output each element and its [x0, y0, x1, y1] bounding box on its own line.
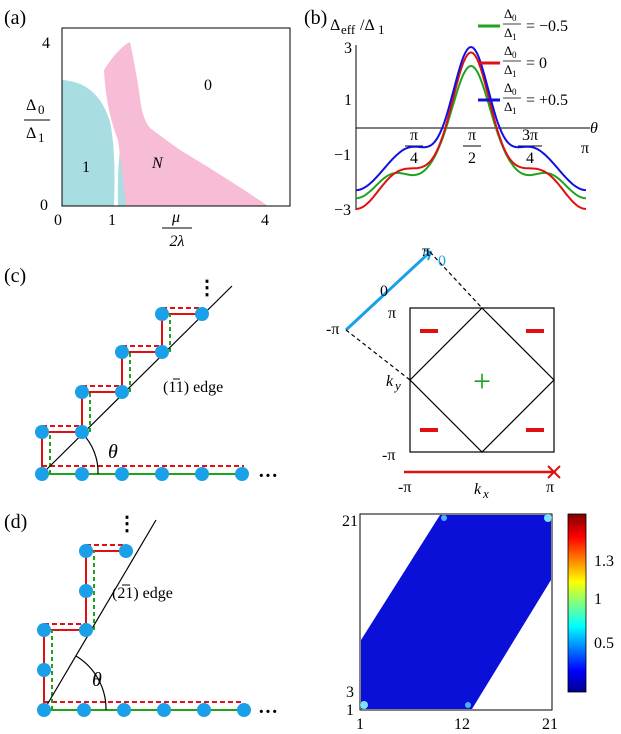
dots-c: ··· — [258, 465, 278, 487]
vdots-d: ⋮ — [117, 513, 137, 535]
svg-text:= −0.5: = −0.5 — [526, 18, 568, 35]
svg-text:4: 4 — [526, 150, 534, 167]
cbar-tick-13: 1.3 — [594, 553, 614, 570]
svg-text:μ: μ — [171, 209, 180, 226]
bz-zero-b: 0 — [380, 283, 388, 300]
heatmap-hot-tr — [544, 514, 552, 522]
a-ytick-4: 4 — [42, 35, 50, 52]
colorbar — [568, 514, 586, 692]
a-ytick-0: 0 — [40, 197, 48, 214]
panel-label-c: (c) — [4, 265, 26, 287]
svg-text:2: 2 — [468, 150, 476, 167]
region-label-N: N — [151, 155, 164, 172]
theta-c: θ — [108, 441, 118, 463]
region-label-1: 1 — [82, 159, 90, 176]
bz-minus-bl — [420, 428, 438, 432]
svg-text:= 0: = 0 — [526, 55, 547, 72]
svg-text:1: 1 — [512, 32, 517, 42]
bz-plus: + — [473, 363, 491, 399]
svg-text:1: 1 — [512, 69, 517, 79]
cbar-tick-05: 0.5 — [594, 635, 614, 652]
bz-pi-diag: π — [422, 243, 430, 260]
brillouin-zone: π 0 0 -π π k y -π -π k x π + — [326, 243, 560, 501]
svg-text:eff: eff — [341, 22, 356, 37]
bz-ky-neg-pi: -π — [382, 447, 395, 464]
bz-ky-label: k y — [386, 373, 401, 393]
svg-text:/Δ: /Δ — [360, 17, 375, 34]
b-ytick-m1: −1 — [334, 147, 351, 164]
heat-xtick-1: 1 — [356, 716, 364, 733]
a-ylabel: Δ 0 Δ 1 — [24, 97, 50, 145]
svg-text:3π: 3π — [522, 127, 538, 144]
bz-minus-tr — [526, 329, 544, 333]
b-xlabel: θ — [590, 120, 598, 137]
a-xtick-0: 0 — [54, 212, 62, 229]
svg-text:π: π — [468, 127, 476, 144]
lattice-d: θ (21) edge ··· ⋮ — [37, 513, 278, 723]
panel-label-b: (b) — [304, 7, 327, 29]
edge-label-d: (21) edge — [112, 585, 173, 602]
svg-text:1: 1 — [378, 22, 385, 37]
svg-text:2λ: 2λ — [170, 233, 185, 250]
svg-text:0: 0 — [512, 87, 517, 97]
heatmap: 21 3 1 1 12 21 1.3 1 0.5 — [342, 513, 614, 733]
lattice-c: θ (11) edge ··· ⋮ — [35, 277, 278, 487]
b-ylabel: Δ eff /Δ 1 — [330, 17, 385, 37]
panel-label-d: (d) — [4, 511, 27, 533]
svg-text:4: 4 — [410, 150, 418, 167]
svg-text:0: 0 — [512, 50, 517, 60]
svg-text:Δ: Δ — [26, 125, 36, 142]
b-ytick-3: 3 — [344, 40, 352, 57]
line-chart: θ 3 1 −1 −3 π 4 π 2 3π 4 π — [334, 40, 598, 219]
phase-diagram: 1 N 0 0 1 4 0 4 Δ 0 Δ 1 μ 2λ — [24, 28, 290, 250]
region-label-0: 0 — [204, 77, 212, 94]
svg-text:x: x — [482, 486, 489, 501]
a-xlabel: μ 2λ — [162, 209, 192, 250]
heat-ytick-21: 21 — [342, 513, 358, 530]
a-xtick-4: 4 — [261, 212, 269, 229]
b-ytick-m3: −3 — [334, 202, 351, 219]
heatmap-hot-b — [465, 702, 471, 708]
bz-neg-pi-left: -π — [326, 321, 339, 338]
heatmap-hot-t — [441, 515, 447, 521]
svg-text:1: 1 — [512, 106, 517, 116]
heatmap-hot-bl — [360, 701, 368, 709]
bz-kx-neg-pi: -π — [398, 479, 411, 496]
cbar-tick-1: 1 — [594, 591, 602, 608]
heat-ytick-3: 3 — [346, 684, 354, 701]
svg-text:y: y — [393, 378, 401, 393]
series-line-2 — [356, 47, 586, 190]
a-xtick-1: 1 — [108, 212, 116, 229]
bz-minus-br — [526, 428, 544, 432]
edge-label-c: (11) edge — [163, 379, 223, 396]
b-x-end: π — [581, 140, 589, 157]
svg-text:k: k — [386, 373, 394, 390]
heat-xtick-21: 21 — [542, 716, 558, 733]
dots-d: ··· — [258, 701, 278, 723]
theta-d: θ — [92, 669, 102, 691]
bz-kx-label: k x — [474, 481, 489, 501]
vdots-c: ⋮ — [197, 277, 217, 299]
svg-text:= +0.5: = +0.5 — [526, 92, 568, 109]
bz-minus-tl — [420, 329, 438, 333]
bz-zero-a: 0 — [438, 253, 446, 270]
svg-text:k: k — [474, 481, 482, 498]
svg-text:Δ: Δ — [330, 17, 340, 34]
heat-xtick-12: 12 — [454, 716, 470, 733]
bz-ky-pi: π — [388, 305, 396, 322]
svg-text:0: 0 — [512, 13, 517, 23]
bz-kx-pi: π — [546, 479, 554, 496]
svg-text:0: 0 — [38, 102, 45, 117]
b-xtick-pi2: π 2 — [463, 127, 481, 167]
svg-text:Δ: Δ — [26, 97, 36, 114]
panel-label-a: (a) — [4, 7, 26, 29]
svg-text:1: 1 — [38, 130, 45, 145]
svg-text:π: π — [410, 127, 418, 144]
heat-ytick-1: 1 — [346, 702, 354, 719]
b-ytick-1: 1 — [344, 92, 352, 109]
